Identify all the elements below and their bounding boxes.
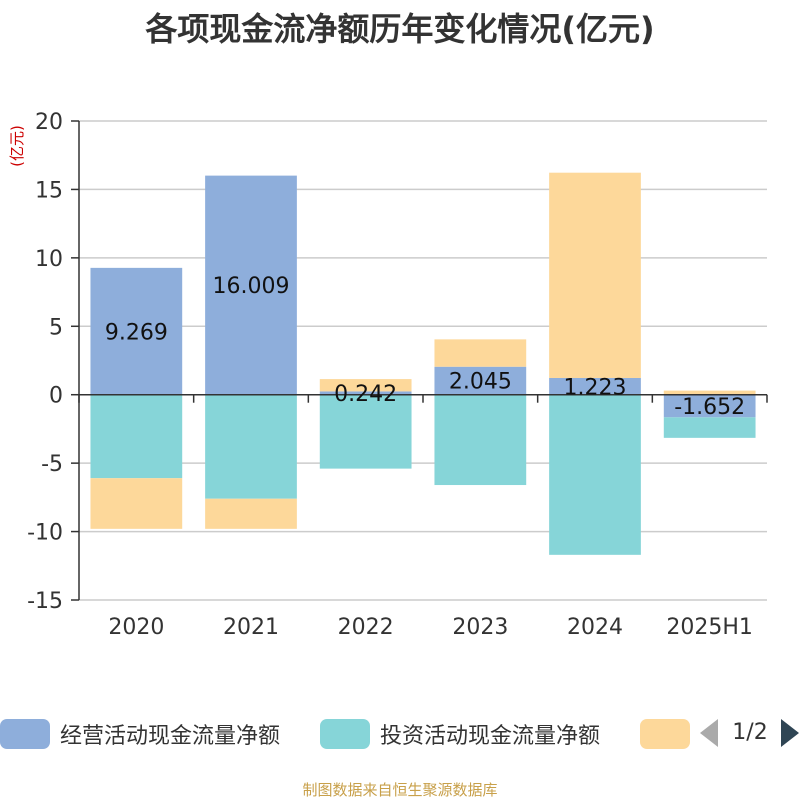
bar-series-1 [90, 394, 183, 479]
data-label: -1.652 [674, 395, 745, 420]
bar-series-0 [205, 175, 297, 395]
legend-item-third[interactable] [640, 716, 690, 752]
y-tick-label: 0 [49, 384, 63, 409]
y-tick-label: 10 [35, 247, 63, 272]
bar-series-0 [434, 366, 527, 395]
bar-series-1 [319, 394, 412, 469]
y-tick-label: -5 [41, 452, 63, 477]
data-label: 0.242 [334, 382, 397, 407]
x-tick-label: 2023 [452, 615, 508, 640]
bar-series-2 [434, 339, 527, 367]
y-tick-label: -10 [27, 521, 63, 546]
bar-series-0 [319, 391, 412, 395]
legend-swatch-investing [320, 719, 370, 749]
bar-series-2 [205, 498, 297, 529]
data-label: 1.223 [564, 375, 627, 400]
bar-series-1 [205, 394, 297, 499]
bar-series-2 [90, 478, 183, 529]
legend-swatch-third [640, 719, 690, 749]
footer-source: 制图数据来自恒生聚源数据库 [302, 781, 498, 799]
bar-series-0 [90, 267, 183, 395]
bar-series-0 [549, 377, 641, 395]
legend-item-operating[interactable]: 经营活动现金流量净额 [0, 716, 280, 752]
legend-label-investing: 投资活动现金流量净额 [380, 724, 601, 749]
bar-series-1 [549, 394, 641, 555]
data-label: 16.009 [213, 274, 290, 299]
x-tick-label: 2020 [108, 615, 164, 640]
legend-next-page-icon[interactable] [781, 719, 799, 747]
bar-series-1 [663, 417, 756, 438]
x-tick-label: 2024 [567, 615, 623, 640]
x-tick-label: 2021 [223, 615, 279, 640]
bar-series-2 [663, 390, 756, 395]
x-tick-label: 2025H1 [666, 615, 753, 640]
bar-series-0 [663, 394, 756, 418]
y-tick-label: 20 [35, 110, 63, 135]
legend-label-operating: 经营活动现金流量净额 [60, 724, 281, 749]
bar-series-2 [319, 379, 412, 392]
data-label: 2.045 [449, 370, 512, 395]
y-axis-unit-label: (亿元) [8, 125, 26, 167]
legend-prev-page-icon[interactable] [700, 719, 718, 747]
legend-item-investing[interactable]: 投资活动现金流量净额 [320, 716, 600, 752]
bar-series-2 [549, 172, 641, 378]
bar-series-1 [434, 394, 527, 486]
legend-page-indicator: 1/2 [732, 720, 768, 745]
y-tick-label: 15 [35, 178, 63, 203]
y-tick-label: -15 [27, 589, 63, 614]
chart-title: 各项现金流净额历年变化情况(亿元) [145, 10, 655, 48]
y-tick-label: 5 [49, 315, 63, 340]
legend-swatch-operating [0, 719, 50, 749]
chart-plot: 20 15 10 5 0 -5 -10 -15 2020 2021 2022 2023 2024 2025… [8, 110, 768, 640]
x-tick-label: 2022 [338, 615, 394, 640]
data-label: 9.269 [105, 320, 168, 345]
